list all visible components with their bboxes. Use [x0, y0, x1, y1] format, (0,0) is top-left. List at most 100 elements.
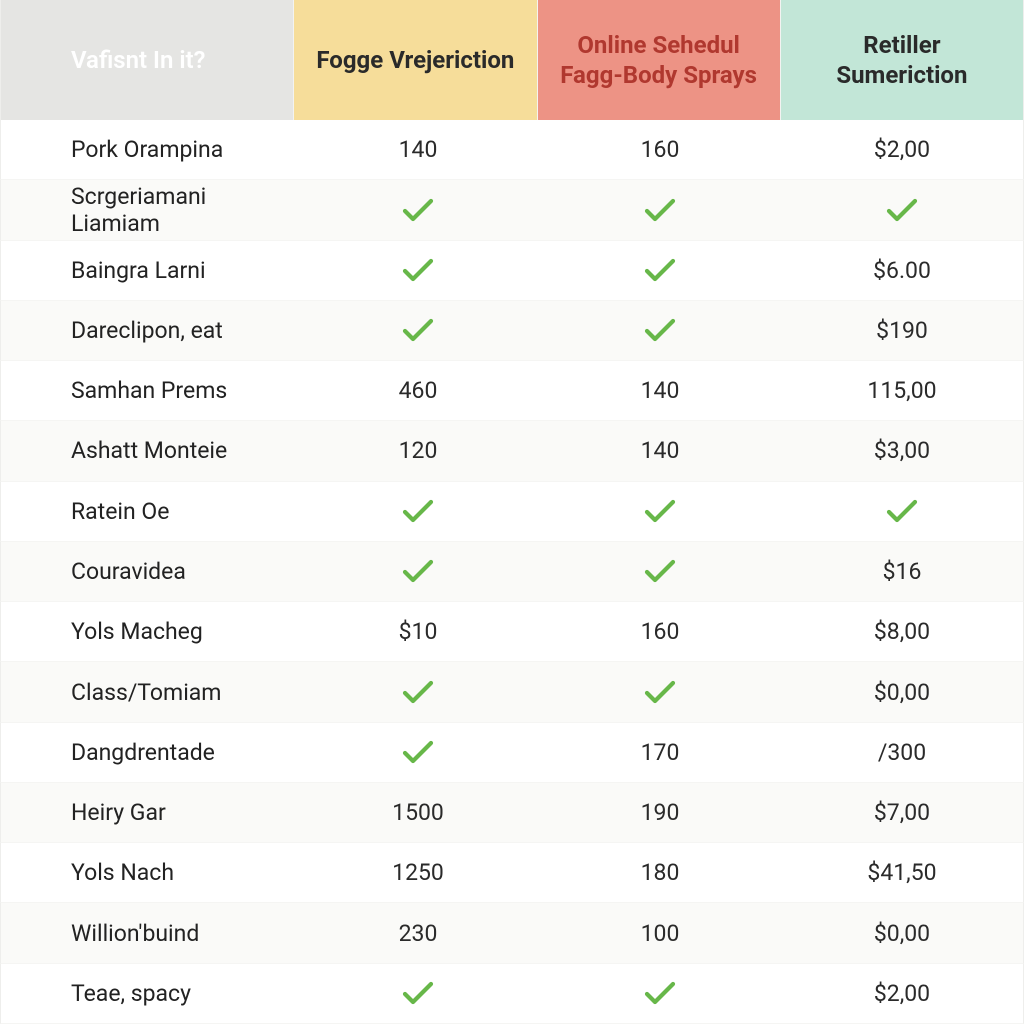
cell-col1: $10 [297, 602, 539, 661]
row-label-text: Dangdrentade [71, 739, 215, 766]
checkmark-icon [643, 678, 677, 706]
row-label: Baingra Larni [1, 241, 297, 300]
cell-col1 [297, 964, 539, 1023]
cell-value: 120 [399, 437, 438, 464]
header-column-2: Online Sehedul Fagg-Body Sprays [538, 0, 781, 120]
cell-col2: 180 [539, 843, 781, 902]
table-row: Yols Macheg $10 160 $8,00 [0, 602, 1024, 662]
row-label: Class/Tomiam [1, 662, 297, 721]
cell-col3: $7,00 [781, 783, 1023, 842]
cell-col2: 100 [539, 903, 781, 962]
cell-col3: $2,00 [781, 964, 1023, 1023]
cell-col1 [297, 180, 539, 239]
cell-col2: 170 [539, 723, 781, 782]
checkmark-icon [401, 979, 435, 1007]
cell-col1: 460 [297, 361, 539, 420]
cell-col2 [539, 964, 781, 1023]
checkmark-icon [643, 316, 677, 344]
checkmark-icon [401, 316, 435, 344]
table-header-row: Vafisnt In it? Fogge Vrejeriction Online… [0, 0, 1024, 120]
cell-value: 180 [641, 859, 680, 886]
cell-col2 [539, 241, 781, 300]
cell-value: $8,00 [874, 618, 930, 645]
cell-value: 1500 [392, 799, 444, 826]
table-row: Samhan Prems 460 140 115,00 [0, 361, 1024, 421]
comparison-table: Vafisnt In it? Fogge Vrejeriction Online… [0, 0, 1024, 1024]
row-label: Dangdrentade [1, 723, 297, 782]
cell-value: /300 [878, 739, 926, 766]
table-row: Scrgeriamani Liamiam [0, 180, 1024, 240]
header-column-1: Fogge Vrejeriction [294, 0, 537, 120]
cell-col1 [297, 542, 539, 601]
cell-col2 [539, 542, 781, 601]
checkmark-icon [401, 256, 435, 284]
table-row: Yols Nach 1250 180 $41,50 [0, 843, 1024, 903]
row-label-text: Yols Macheg [71, 618, 203, 645]
cell-col3: $0,00 [781, 903, 1023, 962]
checkmark-icon [643, 979, 677, 1007]
row-label: Heiry Gar [1, 783, 297, 842]
cell-col3 [781, 482, 1023, 541]
cell-col1: 1250 [297, 843, 539, 902]
cell-value: $10 [399, 618, 438, 645]
checkmark-icon [643, 196, 677, 224]
cell-col1 [297, 482, 539, 541]
cell-col1: 120 [297, 421, 539, 480]
checkmark-icon [643, 557, 677, 585]
cell-value: 160 [641, 618, 680, 645]
cell-col3: $6.00 [781, 241, 1023, 300]
row-label: Ratein Oe [1, 482, 297, 541]
cell-value: $2,00 [874, 136, 930, 163]
checkmark-icon [885, 497, 919, 525]
cell-col3: /300 [781, 723, 1023, 782]
row-label-text: Yols Nach [71, 859, 174, 886]
row-label-text: Ashatt Monteie [71, 437, 227, 464]
row-label: Yols Macheg [1, 602, 297, 661]
row-label-text: Pork Orampina [71, 136, 223, 163]
cell-col3: 115,00 [781, 361, 1023, 420]
cell-col3 [781, 180, 1023, 239]
row-label: Yols Nach [1, 843, 297, 902]
cell-col2: 160 [539, 602, 781, 661]
table-row: Class/Tomiam $0,00 [0, 662, 1024, 722]
cell-value: 460 [399, 377, 438, 404]
checkmark-icon [401, 678, 435, 706]
row-label: Teae, spacy [1, 964, 297, 1023]
cell-value: 100 [641, 920, 680, 947]
cell-col3: $0,00 [781, 662, 1023, 721]
table-body: Pork Orampina 140 160 $2,00 Scrgeriamani Lia… [0, 120, 1024, 1024]
cell-col2 [539, 180, 781, 239]
cell-col2: 140 [539, 361, 781, 420]
row-label: Pork Orampina [1, 120, 297, 179]
table-row: Dangdrentade 170/300 [0, 723, 1024, 783]
cell-value: $41,50 [867, 859, 936, 886]
row-label-text: Baingra Larni [71, 257, 206, 284]
table-row: Heiry Gar 1500 190$7,00 [0, 783, 1024, 843]
cell-value: 140 [641, 377, 680, 404]
table-row: Couravidea$16 [0, 542, 1024, 602]
cell-col1 [297, 662, 539, 721]
row-label-text: Ratein Oe [71, 498, 169, 525]
cell-value: $3,00 [874, 437, 930, 464]
row-label: Dareclipon, eat [1, 301, 297, 360]
cell-value: $16 [883, 558, 922, 585]
table-row: Pork Orampina140160$2,00 [0, 120, 1024, 180]
cell-col2: 140 [539, 421, 781, 480]
cell-value: $0,00 [874, 679, 930, 706]
table-row: Ratein Oe [0, 482, 1024, 542]
cell-value: 1250 [392, 859, 444, 886]
cell-col1 [297, 723, 539, 782]
cell-value: $190 [876, 317, 928, 344]
cell-col1 [297, 241, 539, 300]
cell-col2: 190 [539, 783, 781, 842]
cell-col2 [539, 301, 781, 360]
checkmark-icon [401, 497, 435, 525]
table-row: Ashatt Monteie 120 140 $3,00 [0, 421, 1024, 481]
cell-value: 140 [399, 136, 438, 163]
cell-col1 [297, 301, 539, 360]
table-row: Willion'buind230100$0,00 [0, 903, 1024, 963]
checkmark-icon [643, 256, 677, 284]
row-label: Samhan Prems [1, 361, 297, 420]
checkmark-icon [401, 738, 435, 766]
cell-value: 170 [641, 739, 680, 766]
